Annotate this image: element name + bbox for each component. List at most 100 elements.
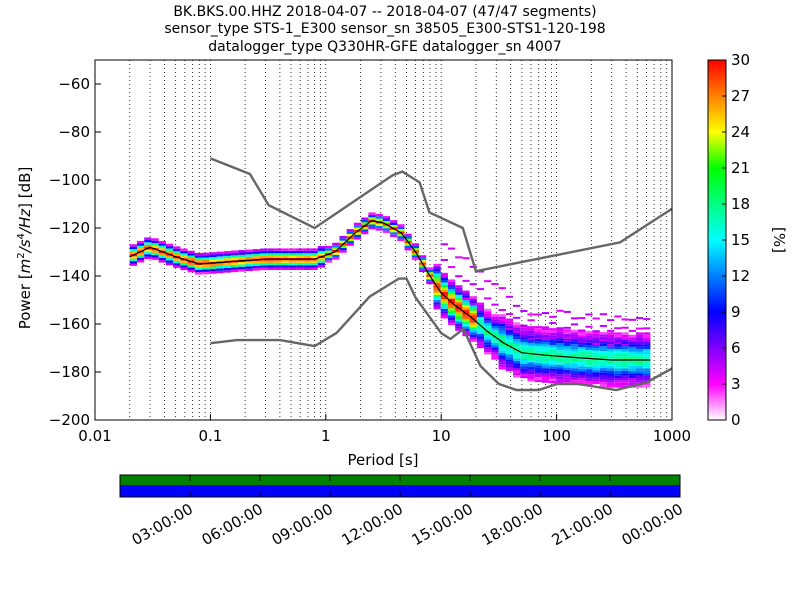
- psd-cell: [592, 364, 600, 368]
- psd-cell: [216, 268, 224, 271]
- psd-cell: [621, 326, 629, 329]
- psd-cell: [469, 265, 477, 268]
- psd-cell: [628, 342, 636, 345]
- psd-cell: [628, 344, 636, 347]
- psd-cell: [194, 260, 203, 263]
- psd-cell: [144, 242, 152, 245]
- psd-cell: [635, 375, 644, 378]
- psd-cell: [447, 266, 456, 269]
- psd-cell: [375, 223, 383, 226]
- psd-cell: [585, 313, 593, 316]
- y-tick-label: −100: [49, 171, 90, 189]
- psd-cell: [513, 331, 521, 335]
- psd-cell: [585, 364, 593, 367]
- psd-cell: [628, 339, 636, 342]
- psd-cell: [426, 279, 434, 282]
- psd-cell: [628, 375, 636, 378]
- psd-cell: [556, 333, 564, 336]
- psd-cell: [462, 300, 470, 303]
- psd-cell: [274, 253, 282, 256]
- psd-cell: [361, 229, 369, 232]
- psd-cell: [353, 225, 362, 228]
- psd-cell: [534, 365, 542, 368]
- psd-cell: [238, 269, 246, 272]
- psd-cell: [404, 238, 412, 241]
- psd-cell: [599, 355, 608, 359]
- psd-cell: [498, 347, 506, 351]
- psd-cell: [607, 368, 615, 371]
- psd-cell: [303, 250, 311, 254]
- psd-cell: [585, 330, 593, 334]
- psd-cell: [209, 252, 217, 255]
- psd-cell: [635, 342, 644, 345]
- psd-cell: [556, 343, 564, 346]
- psd-cell: [361, 231, 369, 235]
- psd-cell: [404, 233, 412, 237]
- psd-cell: [578, 344, 586, 348]
- psd-cell: [599, 348, 608, 352]
- psd-cell: [411, 245, 420, 249]
- psd-cell: [520, 335, 528, 338]
- psd-cell: [505, 366, 514, 369]
- psd-cell: [505, 330, 514, 333]
- psd-cell: [491, 313, 499, 317]
- psd-cell: [144, 256, 152, 260]
- psd-cell: [621, 375, 629, 378]
- psd-cell: [476, 340, 485, 344]
- psd-cell: [549, 330, 557, 333]
- psd-probability-cells: [129, 212, 651, 388]
- psd-cell: [245, 266, 253, 269]
- psd-cell: [578, 317, 586, 320]
- psd-cell: [513, 329, 521, 332]
- psd-cell: [426, 276, 434, 280]
- psd-cell: [491, 337, 499, 341]
- colorbar-tick-label: 15: [731, 231, 750, 249]
- psd-cell: [303, 255, 311, 258]
- psd-cell: [643, 349, 651, 352]
- psd-cell: [556, 335, 564, 338]
- psd-cell: [607, 375, 615, 378]
- psd-cell: [469, 334, 477, 338]
- psd-cell: [339, 235, 347, 239]
- psd-cell: [556, 362, 564, 365]
- psd-cell: [397, 233, 405, 237]
- psd-cell: [556, 345, 564, 348]
- psd-cell: [440, 304, 448, 307]
- psd-cell: [339, 238, 347, 241]
- psd-cell: [599, 365, 608, 368]
- psd-cell: [570, 344, 579, 347]
- psd-cell: [607, 353, 615, 357]
- psd-cell: [592, 350, 600, 353]
- noise-model-lines: [209, 157, 673, 392]
- psd-cell: [390, 224, 398, 228]
- psd-cell: [476, 309, 485, 313]
- psd-cell: [621, 351, 629, 354]
- timeline-tick-label: 15:00:00: [409, 500, 476, 549]
- psd-cell: [570, 329, 579, 333]
- psd-cell: [614, 315, 622, 318]
- psd-cell: [556, 376, 564, 380]
- psd-cell: [520, 324, 528, 327]
- psd-cell: [447, 283, 456, 286]
- timeline-tick-label: 09:00:00: [269, 500, 336, 549]
- psd-cell: [578, 342, 586, 345]
- psd-cell: [455, 299, 463, 303]
- psd-cell: [592, 333, 600, 337]
- psd-cell: [136, 260, 145, 263]
- psd-cell: [462, 279, 470, 282]
- psd-cell: [621, 332, 629, 335]
- psd-cell: [353, 234, 362, 238]
- psd-cell: [556, 374, 564, 377]
- psd-cell: [563, 343, 571, 347]
- psd-cell: [585, 342, 593, 346]
- psd-cell: [635, 332, 644, 335]
- psd-cell: [267, 255, 275, 258]
- psd-cell: [599, 346, 608, 349]
- psd-cell: [621, 318, 629, 321]
- psd-cell: [462, 297, 470, 300]
- psd-cell: [491, 321, 499, 324]
- psd-cell: [484, 337, 492, 341]
- psd-cell: [455, 287, 463, 291]
- psd-cell: [527, 319, 535, 322]
- psd-cell: [628, 368, 636, 371]
